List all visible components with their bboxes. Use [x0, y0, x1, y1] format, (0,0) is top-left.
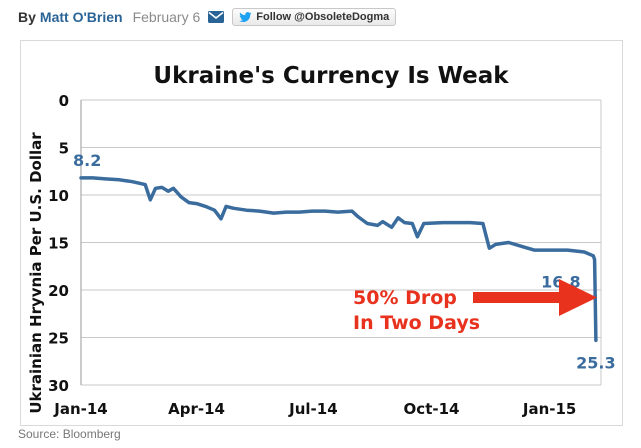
y-tick-label: 25: [48, 330, 69, 348]
series-line: [79, 176, 598, 343]
x-tick-label: Apr-14: [168, 400, 225, 418]
twitter-follow-button[interactable]: Follow @ObsoleteDogma: [232, 8, 397, 26]
twitter-bird-icon: [239, 11, 252, 22]
callout-text: In Two Days: [353, 312, 480, 334]
currency-chart: Ukraine's Currency Is Weak Ukrainian Hry…: [27, 63, 616, 418]
y-tick-label: 30: [48, 377, 69, 395]
y-tick-label: 20: [48, 282, 69, 300]
x-tick-label: Oct-14: [404, 400, 460, 418]
source-note: Source: Bloomberg: [18, 427, 121, 441]
envelope-icon[interactable]: [208, 11, 225, 23]
follow-label: Follow @ObsoleteDogma: [256, 11, 390, 23]
publish-date: February 6: [132, 9, 201, 25]
y-tick-label: 15: [48, 235, 69, 253]
y-tick-label: 10: [48, 187, 69, 205]
plot-area: 0 5 10 15 20 25 30 Jan-14 Apr-14 Jul-14 Oct-14 Jan-…: [48, 92, 615, 418]
x-tick-label: Jan-14: [53, 400, 107, 418]
callout-text: 50% Drop: [353, 287, 457, 309]
byline: By Matt O'Brien February 6 Follow @Obsol…: [18, 6, 397, 28]
data-label: 25.3: [576, 353, 615, 372]
author-link[interactable]: Matt O'Brien: [39, 9, 123, 25]
callout-arrow-head: [559, 279, 597, 316]
y-axis-label: Ukrainian Hryvnia Per U.S. Dollar: [27, 132, 45, 414]
data-label: 8.2: [73, 151, 101, 170]
byline-prefix: By: [18, 9, 36, 25]
y-tick-label: 5: [59, 140, 69, 158]
chart-container: Ukraine's Currency Is Weak Ukrainian Hry…: [20, 40, 623, 426]
callout-arrow-shaft: [473, 292, 561, 303]
y-tick-label: 0: [59, 92, 69, 110]
x-tick-label: Jan-15: [522, 400, 576, 418]
chart-title: Ukraine's Currency Is Weak: [153, 63, 509, 89]
x-tick-label: Jul-14: [288, 400, 338, 418]
